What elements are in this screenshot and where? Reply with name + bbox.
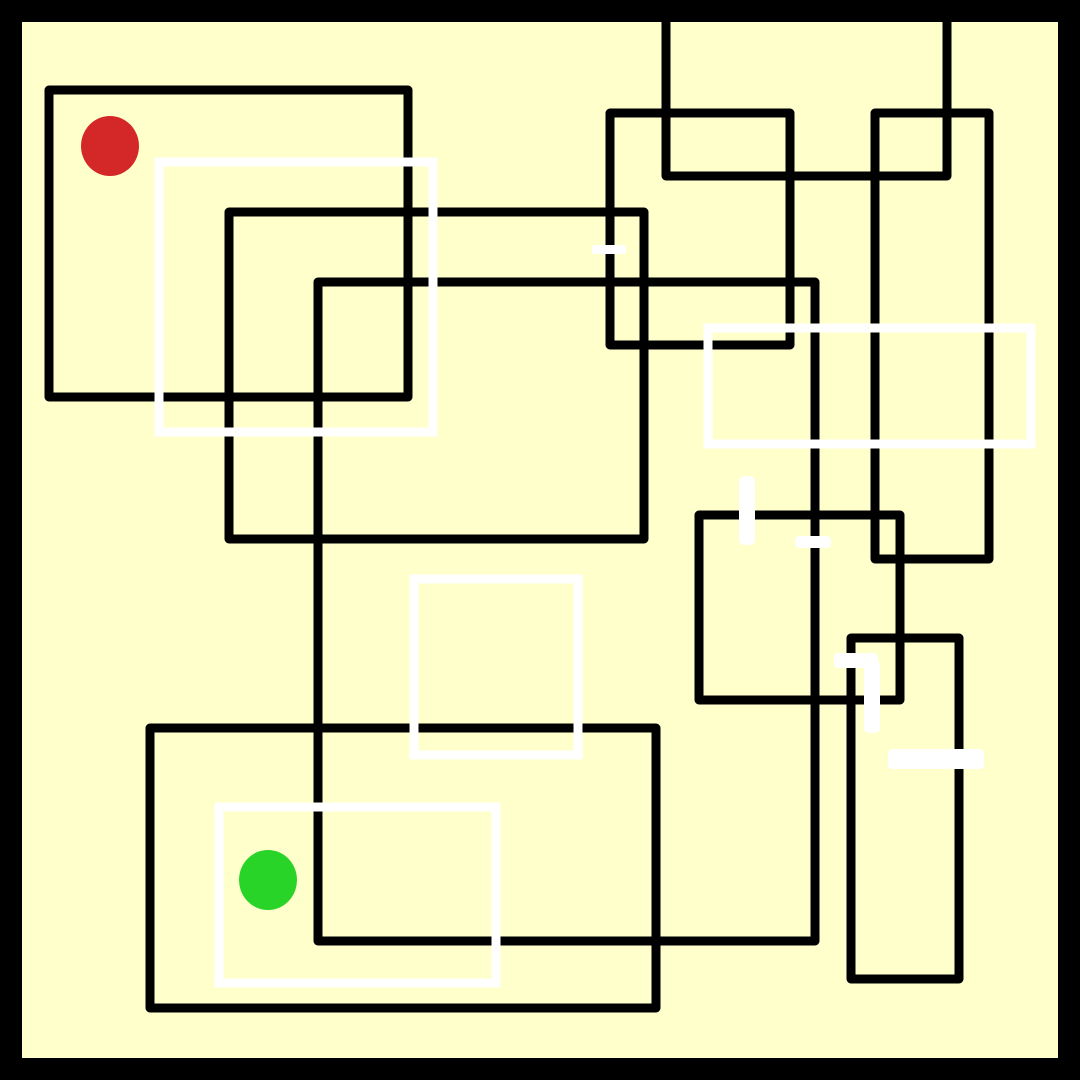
gap-mark (795, 536, 831, 548)
gap-mark (739, 476, 755, 545)
wall-rect (313, 277, 820, 946)
wall-rect (870, 108, 994, 564)
goal-marker[interactable] (239, 850, 297, 910)
open-rectangles (154, 157, 1036, 988)
gap-mark (864, 660, 880, 733)
wall-rect (145, 723, 661, 1013)
wall-rect (605, 108, 795, 350)
wall-rect (846, 633, 964, 984)
gap-marks (592, 245, 984, 769)
open-rect (409, 574, 583, 760)
open-rect (154, 157, 438, 437)
gap-mark (888, 749, 984, 769)
gap-mark (592, 245, 626, 254)
start-marker[interactable] (81, 116, 139, 176)
open-rect (214, 802, 501, 988)
open-rect (703, 323, 1036, 449)
wall-rectangles (44, 15, 994, 1013)
wall-rect (694, 510, 905, 705)
wall-path (661, 15, 952, 181)
